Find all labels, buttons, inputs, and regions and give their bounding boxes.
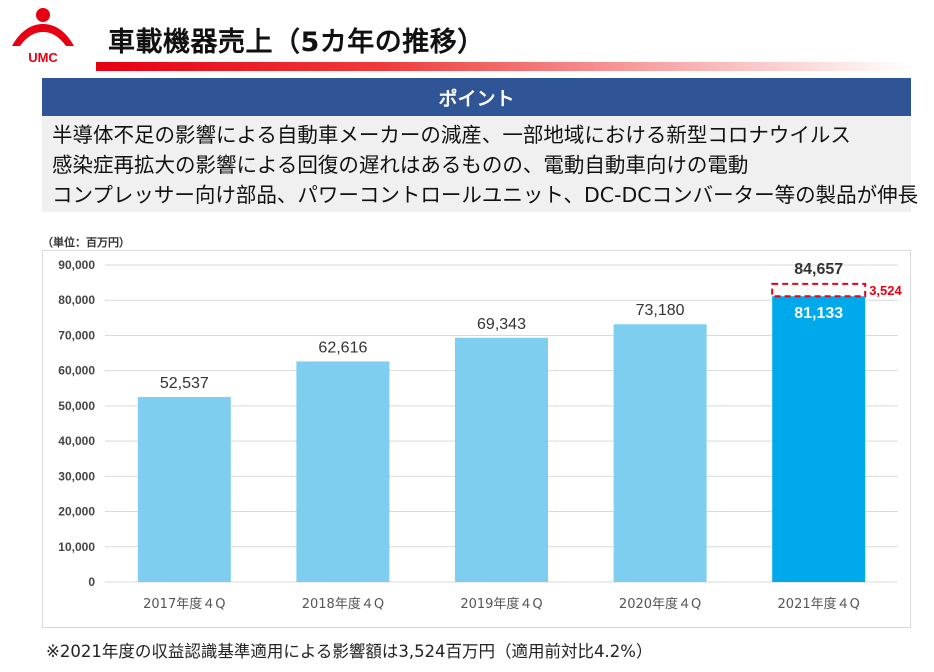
footnote: ※2021年度の収益認識基準適用による影響額は3,524百万円（適用前対比4.2… <box>46 642 653 661</box>
y-tick-label: 30,000 <box>58 469 95 483</box>
page-title: 車載機器売上（5カ年の推移） <box>108 27 485 58</box>
bar <box>613 324 707 582</box>
point-text-box: 半導体不足の影響による自動車メーカーの減産、一部地域における新型コロナウイルス … <box>42 116 919 212</box>
bar <box>772 296 866 582</box>
y-tick-label: 90,000 <box>58 258 95 272</box>
y-tick-label: 70,000 <box>58 328 95 342</box>
umc-logo: UMC <box>12 8 74 65</box>
y-tick-label: 20,000 <box>58 505 95 519</box>
point-heading: ポイント <box>42 78 911 116</box>
chart-area: 0 10,000 20,000 30,000 40,000 50,000 60,000 70,… <box>42 250 911 628</box>
point-line-3: コンプレッサー向け部品、パワーコントロールユニット、DC-DCコンバーター等の製… <box>52 183 919 207</box>
x-tick-label: 2017年度４Q <box>143 596 225 612</box>
total-label: 84,657 <box>794 261 843 278</box>
point-line-2: 感染症再拡大の影響による回復の遅れはあるものの、電動自動車向けの電動 <box>52 153 749 177</box>
bar <box>137 396 231 582</box>
adjustment-label: 3,524 <box>869 283 902 298</box>
y-tick-label: 50,000 <box>58 399 95 413</box>
bar-chart: 0 10,000 20,000 30,000 40,000 50,000 60,000 70,… <box>58 258 902 612</box>
svg-text:UMC: UMC <box>28 50 58 65</box>
title-underline <box>96 62 911 71</box>
y-tick-label: 60,000 <box>58 364 95 378</box>
data-label: 73,180 <box>636 302 685 319</box>
bar <box>455 337 548 582</box>
data-label: 69,343 <box>477 316 526 333</box>
data-label: 81,133 <box>794 305 843 322</box>
x-tick-label: 2019年度４Q <box>460 596 542 612</box>
y-tick-label: 40,000 <box>58 434 95 448</box>
adjustment-box <box>771 282 867 298</box>
point-line-1: 半導体不足の影響による自動車メーカーの減産、一部地域における新型コロナウイルス <box>52 123 851 147</box>
x-tick-label: 2021年度４Q <box>778 596 860 612</box>
unit-label: （単位：百万円） <box>42 236 130 249</box>
x-tick-label: 2020年度４Q <box>619 596 701 612</box>
x-tick-label: 2018年度４Q <box>302 596 384 612</box>
y-tick-label: 10,000 <box>58 540 95 554</box>
bar <box>296 361 390 582</box>
y-tick-label: 0 <box>88 575 95 589</box>
data-label: 52,537 <box>160 375 209 392</box>
y-tick-label: 80,000 <box>58 293 95 307</box>
data-label: 62,616 <box>318 339 367 356</box>
